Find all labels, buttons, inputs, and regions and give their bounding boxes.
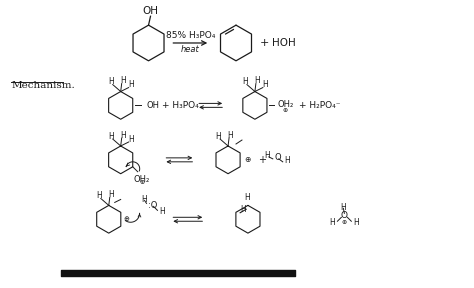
Text: H: H xyxy=(254,76,260,85)
Text: H: H xyxy=(340,203,346,212)
Text: H: H xyxy=(108,132,114,141)
Text: + H₂PO₄⁻: + H₂PO₄⁻ xyxy=(299,101,340,110)
Text: H: H xyxy=(264,151,270,160)
Text: H: H xyxy=(353,218,359,227)
Text: H: H xyxy=(227,130,233,140)
Text: :O: :O xyxy=(147,201,157,210)
Text: H: H xyxy=(244,193,250,202)
Text: H: H xyxy=(142,195,147,204)
Text: H: H xyxy=(285,156,291,165)
Text: +: + xyxy=(258,155,266,165)
Text: OH: OH xyxy=(146,101,160,110)
Text: OH₂: OH₂ xyxy=(278,100,294,109)
Text: H: H xyxy=(128,80,134,89)
Text: H: H xyxy=(120,76,126,85)
Text: O: O xyxy=(341,211,348,220)
Text: Mechanism.: Mechanism. xyxy=(11,81,75,90)
Text: ⊕: ⊕ xyxy=(282,108,287,113)
Text: H: H xyxy=(108,190,114,199)
Text: H: H xyxy=(240,205,246,214)
Text: OH₂: OH₂ xyxy=(134,175,150,184)
Text: H: H xyxy=(159,207,165,216)
Text: H: H xyxy=(108,77,114,86)
Text: H: H xyxy=(215,132,221,141)
Text: ⊕: ⊕ xyxy=(139,180,144,185)
Text: HOH: HOH xyxy=(272,38,296,48)
Text: H: H xyxy=(96,191,102,200)
Text: +: + xyxy=(260,38,269,48)
Text: H: H xyxy=(330,218,336,227)
Text: ⊕: ⊕ xyxy=(124,216,129,222)
Text: ⊕: ⊕ xyxy=(342,220,347,225)
Text: O: O xyxy=(275,154,282,162)
Text: H: H xyxy=(242,77,248,86)
Text: OH: OH xyxy=(143,6,158,16)
Text: heat: heat xyxy=(181,46,200,54)
Text: H: H xyxy=(120,130,126,140)
Text: H: H xyxy=(262,80,268,89)
Text: + H₃PO₄: + H₃PO₄ xyxy=(163,101,199,110)
Text: 85% H₃PO₄: 85% H₃PO₄ xyxy=(165,31,215,39)
Text: ⊕: ⊕ xyxy=(244,155,250,164)
Text: H: H xyxy=(128,134,134,143)
